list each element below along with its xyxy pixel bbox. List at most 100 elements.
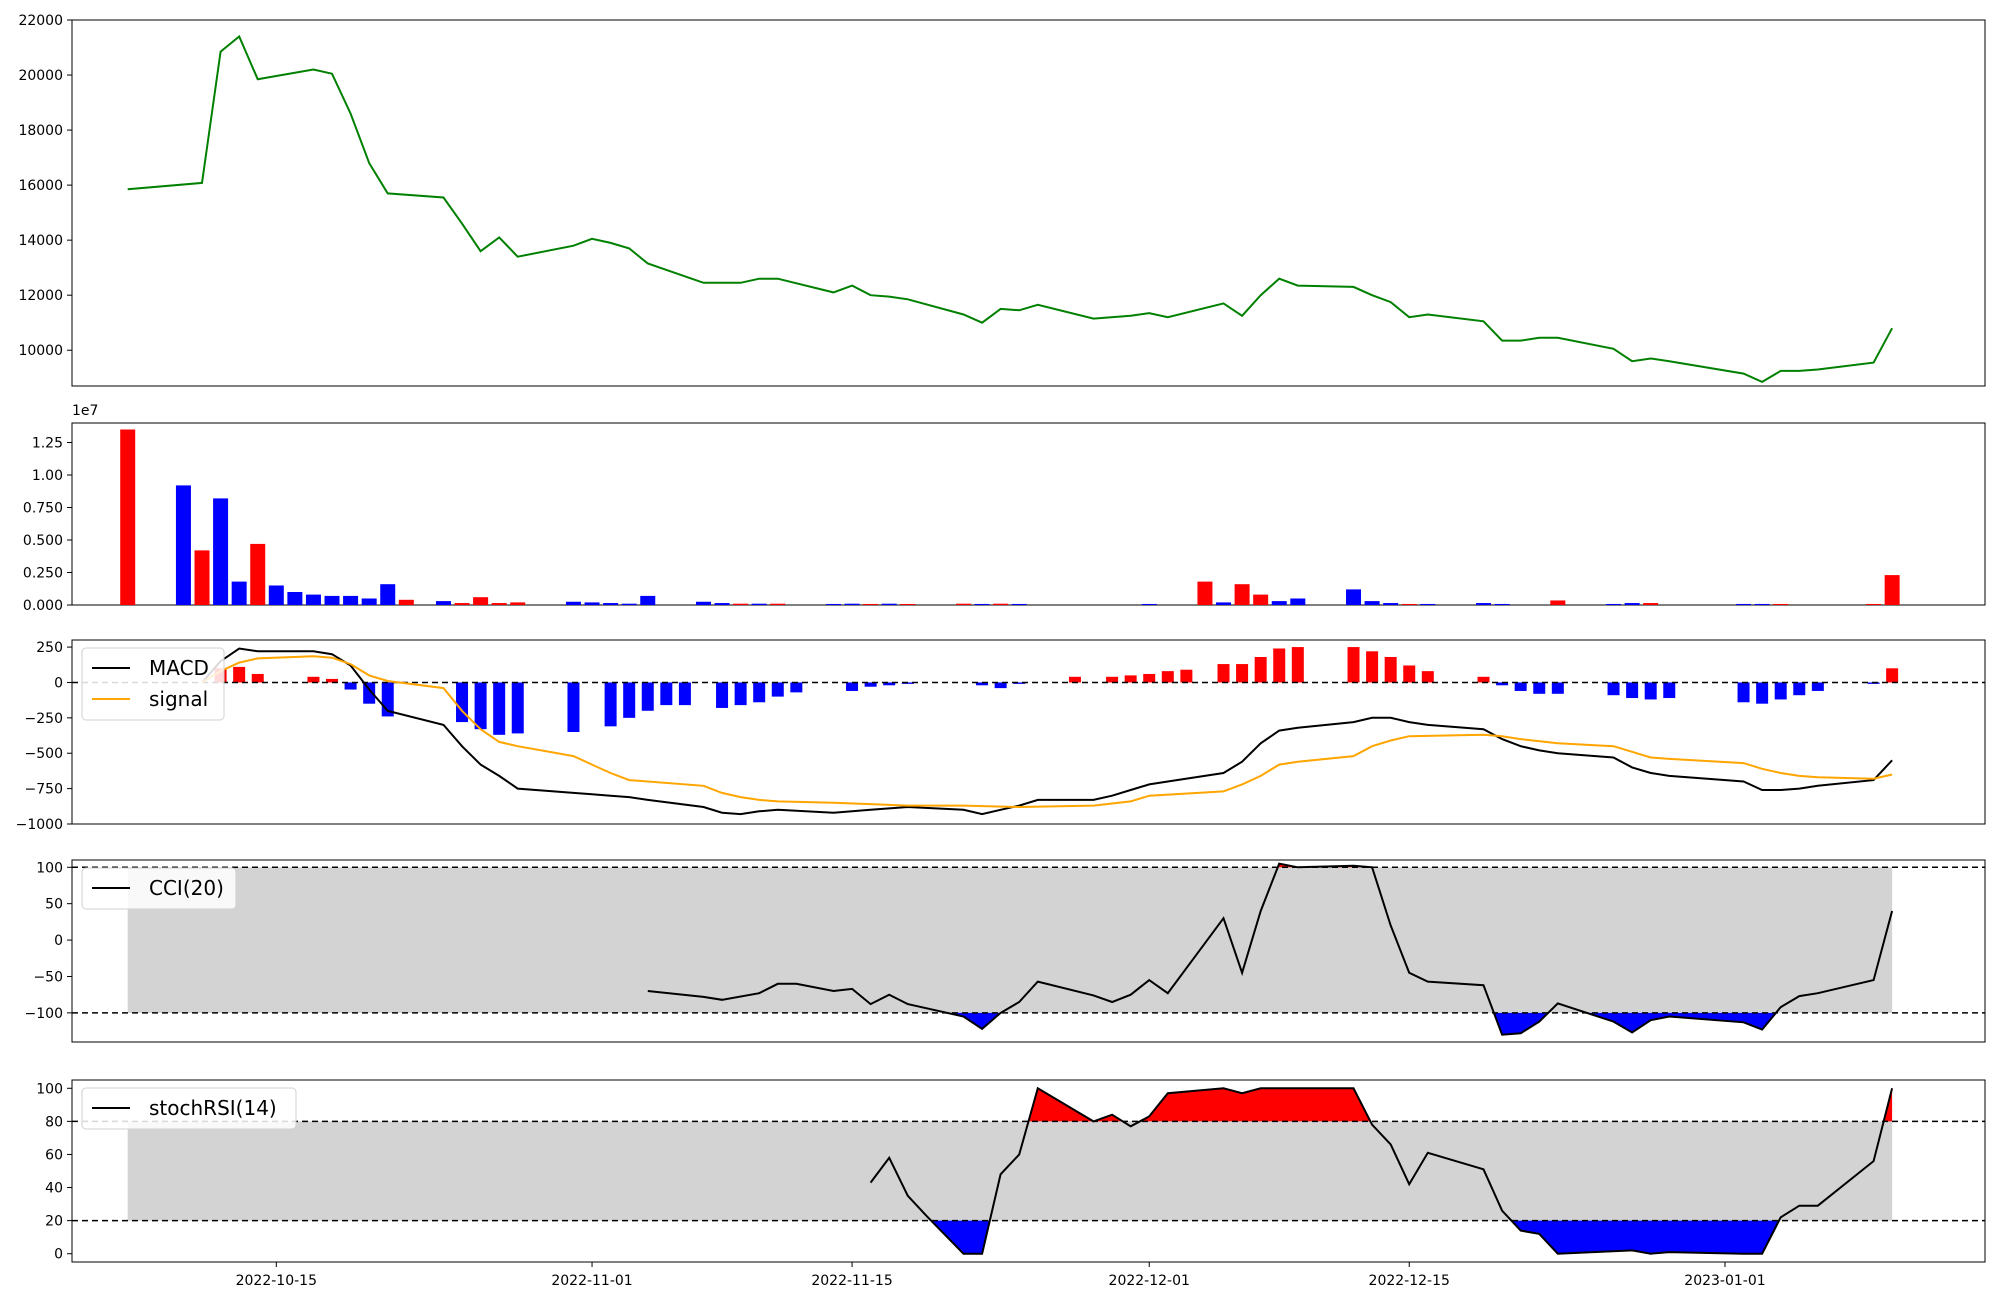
macd-histogram-bar	[1477, 676, 1490, 683]
macd-histogram-bar	[456, 682, 469, 723]
volume-bar	[751, 603, 767, 605]
volume-bar	[250, 543, 266, 605]
macd-histogram-bar	[344, 682, 357, 690]
macd-ytick-label: −250	[25, 711, 63, 727]
macd-histogram-bar	[846, 682, 859, 691]
volume-bar	[1346, 589, 1362, 605]
macd-histogram-bar	[1273, 648, 1286, 683]
macd-histogram-bar	[1533, 682, 1546, 694]
macd-histogram-bar	[678, 682, 691, 706]
stochrsi-frame	[71, 1079, 1986, 1263]
price-ytick-label: 18000	[18, 123, 63, 139]
macd-histogram-bar	[1496, 682, 1509, 686]
macd-histogram-bar	[307, 676, 320, 683]
cci-ytick-label: −50	[33, 969, 63, 985]
volume-bar	[1401, 603, 1417, 605]
macd-histogram-bar	[994, 682, 1007, 689]
volume-bar	[565, 601, 581, 605]
stochrsi-neutral-band	[127, 1121, 1893, 1221]
volume-bar	[714, 603, 730, 605]
volume-ytick-label: 0.250	[23, 566, 63, 582]
cci-fill-oversold	[1493, 1012, 1549, 1035]
macd-histogram-bar	[1737, 682, 1750, 703]
macd-legend	[81, 647, 225, 721]
macd-histogram-bar	[1106, 676, 1119, 683]
macd-histogram-bar	[1607, 682, 1620, 696]
cci-ytick-label: −100	[25, 1006, 63, 1022]
stochrsi-fill-oversold	[931, 1220, 990, 1254]
x-tick-label: 2022-11-01	[551, 1273, 632, 1289]
macd-histogram-bar	[1124, 675, 1137, 683]
volume-bar	[361, 598, 377, 605]
volume-bar	[770, 603, 786, 605]
volume-bar	[1866, 603, 1882, 605]
macd-histogram-bar	[771, 682, 784, 697]
volume-bar	[1773, 603, 1789, 605]
macd-histogram-bar	[363, 682, 376, 704]
macd-histogram-bar	[1811, 682, 1824, 691]
stochrsi-ytick-label: 100	[36, 1081, 63, 1097]
macd-histogram-bar	[567, 682, 580, 732]
volume-bar	[175, 485, 191, 605]
volume-bar	[1550, 600, 1566, 605]
macd-histogram-bar	[623, 682, 636, 718]
stochrsi-series-line	[869, 1086, 1894, 1255]
macd-histogram-bar	[1366, 651, 1379, 683]
macd-histogram-bar	[660, 682, 673, 706]
macd-histogram-bar	[1068, 676, 1081, 683]
volume-bar	[993, 603, 1009, 605]
volume-bar	[194, 550, 210, 605]
macd-histogram-bar	[1421, 671, 1434, 683]
volume-bar	[1606, 603, 1622, 605]
volume-bar	[510, 602, 526, 605]
macd-histogram-bar	[883, 682, 896, 686]
stochrsi-legend-label: stochRSI(14)	[149, 1096, 277, 1120]
x-tick-label: 2022-12-01	[1109, 1273, 1190, 1289]
volume-bar	[881, 603, 897, 605]
stochrsi-ytick-label: 60	[45, 1147, 63, 1163]
macd-legend-label: MACD	[149, 656, 209, 680]
volume-bar	[974, 603, 990, 605]
volume-bar	[473, 597, 489, 605]
volume-bar	[1216, 602, 1232, 605]
macd-histogram-bar	[493, 682, 506, 735]
volume-ytick-label: 1.25	[32, 436, 63, 452]
volume-bar	[1253, 594, 1269, 605]
volume-bar	[640, 595, 656, 605]
x-tick-label: 2023-01-01	[1684, 1273, 1765, 1289]
volume-bar	[603, 603, 619, 605]
price-ytick-label: 22000	[18, 13, 63, 29]
volume-bar	[1624, 603, 1640, 605]
volume-bar	[1011, 603, 1027, 605]
volume-bar	[398, 599, 414, 605]
macd-histogram-bar	[1217, 664, 1230, 683]
macd-histogram-bar	[790, 682, 803, 693]
volume-bar	[380, 584, 396, 605]
volume-bar	[1420, 603, 1436, 605]
volume-bar	[621, 603, 637, 605]
cci-frame	[71, 859, 1986, 1043]
macd-histogram-bar	[1514, 682, 1527, 691]
volume-bar	[900, 603, 916, 605]
macd-frame	[71, 639, 1986, 825]
volume-offset-label: 1e7	[72, 403, 98, 419]
macd-histogram-bar	[1013, 682, 1026, 684]
volume-ytick-label: 1.00	[32, 468, 63, 484]
stochrsi-ytick-label: 20	[45, 1214, 63, 1230]
x-tick-label: 2022-10-15	[236, 1273, 317, 1289]
price-ytick-label: 12000	[18, 288, 63, 304]
price-ytick-label: 20000	[18, 68, 63, 84]
cci-ytick-label: 50	[45, 897, 63, 913]
macd-histogram-bar	[1644, 682, 1657, 700]
volume-bar	[1383, 603, 1399, 605]
volume-bar	[1197, 581, 1213, 605]
cci-ytick-label: 100	[36, 860, 63, 876]
volume-bar	[324, 595, 340, 605]
macd-histogram-bar	[1236, 664, 1249, 683]
volume-bar	[287, 592, 303, 605]
macd-histogram-bar	[1403, 665, 1416, 683]
macd-histogram-bar	[1663, 682, 1676, 699]
macd-legend-label: signal	[149, 687, 208, 711]
macd-histogram-bar	[1774, 682, 1787, 700]
